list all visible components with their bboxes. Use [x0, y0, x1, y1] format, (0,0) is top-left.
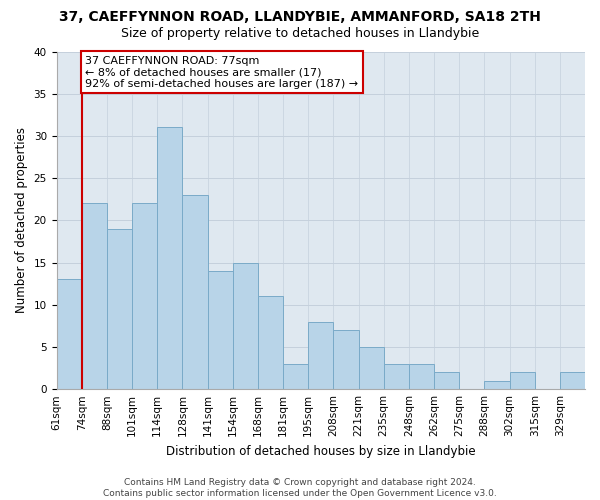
Text: Size of property relative to detached houses in Llandybie: Size of property relative to detached ho…	[121, 28, 479, 40]
Bar	[359, 347, 383, 389]
X-axis label: Distribution of detached houses by size in Llandybie: Distribution of detached houses by size …	[166, 444, 476, 458]
Bar	[258, 296, 283, 389]
Text: Contains HM Land Registry data © Crown copyright and database right 2024.
Contai: Contains HM Land Registry data © Crown c…	[103, 478, 497, 498]
Bar	[82, 204, 107, 389]
Bar	[308, 322, 334, 389]
Y-axis label: Number of detached properties: Number of detached properties	[15, 128, 28, 314]
Bar	[107, 229, 132, 389]
Text: 37, CAEFFYNNON ROAD, LLANDYBIE, AMMANFORD, SA18 2TH: 37, CAEFFYNNON ROAD, LLANDYBIE, AMMANFOR…	[59, 10, 541, 24]
Bar	[283, 364, 308, 389]
Bar	[484, 380, 509, 389]
Bar	[383, 364, 409, 389]
Bar	[434, 372, 459, 389]
Bar	[157, 128, 182, 389]
Bar	[233, 262, 258, 389]
Bar	[182, 195, 208, 389]
Bar	[509, 372, 535, 389]
Text: 37 CAEFFYNNON ROAD: 77sqm
← 8% of detached houses are smaller (17)
92% of semi-d: 37 CAEFFYNNON ROAD: 77sqm ← 8% of detach…	[85, 56, 359, 89]
Bar	[334, 330, 359, 389]
Bar	[132, 204, 157, 389]
Bar	[560, 372, 585, 389]
Bar	[208, 271, 233, 389]
Bar	[409, 364, 434, 389]
Bar	[56, 280, 82, 389]
